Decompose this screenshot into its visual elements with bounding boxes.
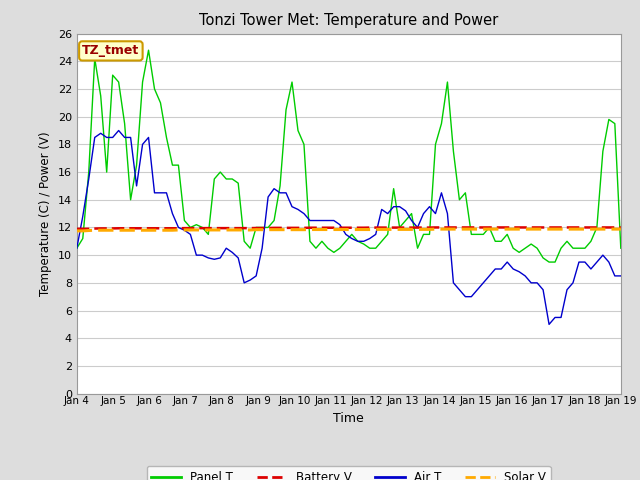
Y-axis label: Temperature (C) / Power (V): Temperature (C) / Power (V) bbox=[39, 132, 52, 296]
Text: TZ_tmet: TZ_tmet bbox=[82, 44, 140, 58]
Title: Tonzi Tower Met: Temperature and Power: Tonzi Tower Met: Temperature and Power bbox=[199, 13, 499, 28]
X-axis label: Time: Time bbox=[333, 412, 364, 425]
Legend: Panel T, Battery V, Air T, Solar V: Panel T, Battery V, Air T, Solar V bbox=[147, 466, 551, 480]
